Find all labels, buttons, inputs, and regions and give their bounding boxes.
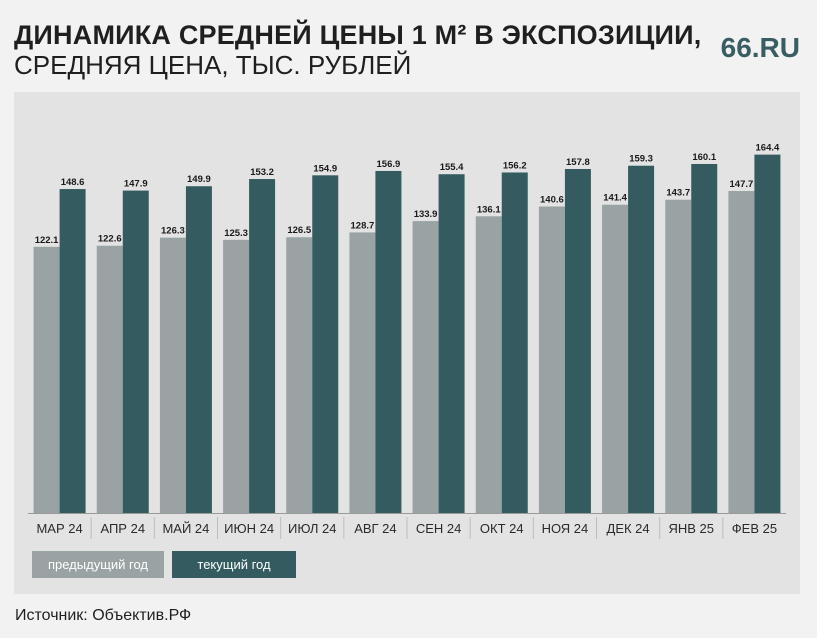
x-tick-label-6: СЕН 24 xyxy=(416,521,462,536)
data-label-current-4: 154.9 xyxy=(313,163,337,174)
x-tick-label-1: АПР 24 xyxy=(100,521,145,536)
bar-current-8 xyxy=(564,168,591,513)
data-label-previous-3: 125.3 xyxy=(224,228,248,239)
bar-previous-6 xyxy=(412,221,439,513)
data-label-previous-6: 133.9 xyxy=(414,209,438,220)
data-label-current-0: 148.6 xyxy=(61,177,85,188)
data-label-current-7: 156.2 xyxy=(503,160,527,171)
x-tick-label-5: АВГ 24 xyxy=(354,521,396,536)
x-tick-label-0: МАР 24 xyxy=(36,521,82,536)
bar-previous-4 xyxy=(286,237,313,514)
bar-previous-9 xyxy=(602,204,629,514)
bar-previous-10 xyxy=(665,199,692,513)
data-label-previous-1: 122.6 xyxy=(98,234,122,245)
x-tick-label-8: НОЯ 24 xyxy=(542,521,589,536)
data-label-current-3: 153.2 xyxy=(250,167,274,178)
bar-current-10 xyxy=(691,163,718,513)
chart-panel: 122.1 148.6 МАР 24 122.6 147.9 АПР 24 126.3 149… xyxy=(14,92,800,594)
data-label-current-6: 155.4 xyxy=(440,162,464,173)
bar-chart: 122.1 148.6 МАР 24 122.6 147.9 АПР 24 126.3 149… xyxy=(28,143,786,539)
bar-previous-1 xyxy=(96,245,123,513)
x-tick-label-4: ИЮЛ 24 xyxy=(288,521,337,536)
bar-previous-11 xyxy=(728,191,755,513)
data-label-previous-11: 147.7 xyxy=(730,179,754,190)
x-tick-label-11: ФЕВ 25 xyxy=(732,521,777,536)
data-label-previous-2: 126.3 xyxy=(161,226,185,237)
data-label-current-5: 156.9 xyxy=(377,159,401,170)
legend-current-year: текущий год xyxy=(172,551,296,578)
bar-current-1 xyxy=(122,190,149,513)
bar-current-4 xyxy=(312,175,339,513)
data-label-previous-5: 128.7 xyxy=(351,220,375,231)
bar-previous-3 xyxy=(223,239,250,513)
x-tick-label-7: ОКТ 24 xyxy=(480,521,524,536)
bar-previous-0 xyxy=(33,246,60,513)
data-label-previous-10: 143.7 xyxy=(666,188,690,199)
source-note: Источник: Объектив.РФ xyxy=(15,607,192,624)
bar-current-5 xyxy=(375,170,402,513)
chart-title: ДИНАМИКА СРЕДНЕЙ ЦЕНЫ 1 М² В ЭКСПОЗИЦИИ, xyxy=(14,20,702,50)
data-label-previous-0: 122.1 xyxy=(35,235,59,246)
bar-current-6 xyxy=(438,174,465,513)
bar-current-2 xyxy=(185,186,212,513)
data-label-previous-8: 140.6 xyxy=(540,194,564,205)
x-tick-label-10: ЯНВ 25 xyxy=(668,521,714,536)
data-label-current-9: 159.3 xyxy=(629,154,653,165)
data-label-current-1: 147.9 xyxy=(124,179,148,190)
x-tick-label-3: ИЮН 24 xyxy=(224,521,274,536)
bar-current-3 xyxy=(249,179,276,514)
data-label-current-11: 164.4 xyxy=(756,143,780,154)
bar-previous-5 xyxy=(349,232,376,513)
bar-current-0 xyxy=(59,189,86,513)
legend-previous-year: предыдущий год xyxy=(32,551,164,578)
bar-current-9 xyxy=(628,165,655,513)
chart-subtitle: СРЕДНЯЯ ЦЕНА, ТЫС. РУБЛЕЙ xyxy=(14,50,412,80)
site-logo[interactable]: 66.RU xyxy=(720,32,800,63)
data-label-current-2: 149.9 xyxy=(187,174,211,185)
x-tick-label-2: МАЙ 24 xyxy=(162,521,209,536)
bar-current-11 xyxy=(754,154,781,513)
data-label-current-8: 157.8 xyxy=(566,157,590,168)
bar-previous-8 xyxy=(538,206,565,513)
bar-previous-2 xyxy=(159,237,186,513)
data-label-previous-4: 126.5 xyxy=(287,225,311,236)
bar-previous-7 xyxy=(475,216,502,513)
data-label-current-10: 160.1 xyxy=(692,152,716,163)
data-label-previous-7: 136.1 xyxy=(477,204,501,215)
bar-current-7 xyxy=(501,172,528,513)
data-label-previous-9: 141.4 xyxy=(603,193,627,204)
x-tick-label-9: ДЕК 24 xyxy=(607,521,650,536)
